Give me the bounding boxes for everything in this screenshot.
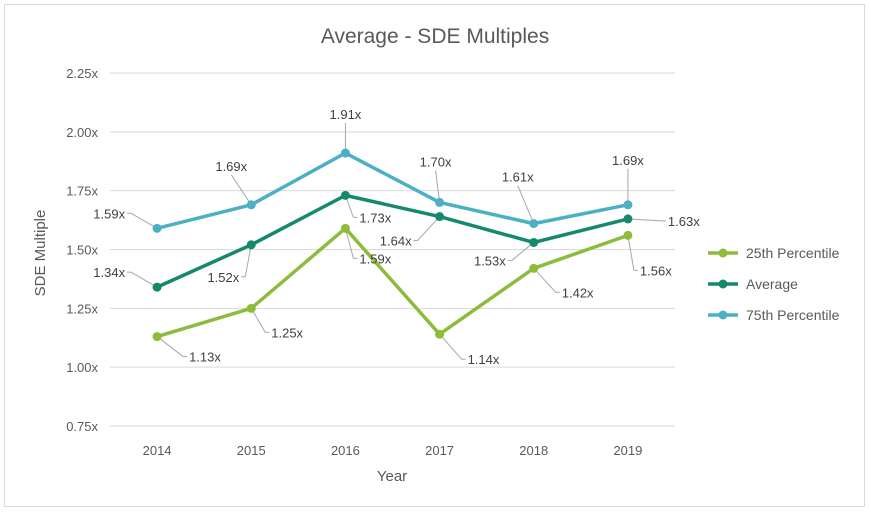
25th-percentile-point [529,263,539,273]
average-point [246,240,256,250]
legend-label-75th-percentile: 75th Percentile [746,307,840,323]
y-tick-label: 2.25x [66,66,98,81]
y-tick-label: 1.75x [66,184,98,199]
average-data-label: 1.52x [207,270,239,285]
x-axis-ticks: 2014 2015 2016 2017 2018 2019 [143,443,643,458]
25th-percentile-leader-line [627,235,635,271]
legend-marker-average [718,279,728,289]
75th-percentile-data-label: 1.69x [215,159,247,174]
legend-label-average: Average [746,276,798,292]
average-point [340,190,350,200]
average-leader-line [627,218,662,222]
y-tick-label: 1.25x [66,301,98,316]
average-leader-line [417,216,440,241]
25th-percentile-data-label: 1.14x [468,352,500,367]
line-chart: 0.75x 1.00x 1.25x 1.50x 1.75x 2.00x 2.25x 2014… [32,25,840,485]
average-point [623,214,633,224]
x-tick-label: 2019 [613,443,642,458]
75th-percentile-point [435,197,445,207]
y-tick-label: 0.75x [66,419,98,434]
75th-percentile-data-label: 1.61x [502,170,534,185]
series-lines [155,151,630,339]
25th-percentile-point [623,230,633,240]
25th-percentile-data-label: 1.42x [562,285,594,300]
75th-percentile-point [340,148,350,158]
average-data-label: 1.63x [668,214,700,229]
75th-percentile-leader-line [517,185,535,224]
y-tick-label: 1.50x [66,243,98,258]
series-markers [152,148,633,342]
25th-percentile-point [340,223,350,233]
average-point [435,212,445,222]
25th-percentile-data-label: 1.25x [271,325,303,340]
chart-frame: 0.75x 1.00x 1.25x 1.50x 1.75x 2.00x 2.25x 2014… [4,4,865,507]
75th-percentile-leader-line [230,174,252,206]
75th-percentile-point [623,200,633,210]
25th-percentile-data-label: 1.13x [189,350,221,365]
x-tick-label: 2017 [425,443,454,458]
chart-title: Average - SDE Multiples [321,25,549,48]
75th-percentile-data-label: 1.69x [612,153,644,168]
average-data-label: 1.64x [380,234,412,249]
average-leader-line [511,242,535,261]
25th-percentile-point [246,303,256,313]
25th-percentile-leader-line [344,228,354,259]
25th-percentile-line [155,226,630,339]
legend-marker-75th-percentile [718,310,728,320]
75th-percentile-data-label: 1.91x [330,107,362,122]
average-data-label: 1.34x [93,265,125,280]
x-tick-label: 2018 [519,443,548,458]
data-labels: 1.13x 1.25x 1.59x 1.14x 1.42x 1.56x 1.34x 1.52x… [93,107,700,367]
average-leader-line [130,271,158,288]
y-tick-label: 1.00x [66,360,98,375]
25th-percentile-point [152,332,162,342]
25th-percentile-leader-line [250,308,266,333]
25th-percentile-leader-line [533,267,557,293]
y-axis-ticks: 0.75x 1.00x 1.25x 1.50x 1.75x 2.00x 2.25x [66,66,98,434]
legend-label-25th-percentile: 25th Percentile [746,245,840,261]
75th-percentile-leader-line [435,170,441,203]
data-label-leader-lines [127,123,666,360]
average-data-label: 1.73x [359,210,391,225]
average-leader-line [244,244,252,277]
25th-percentile-leader-line [439,333,462,360]
25th-percentile-data-label: 1.56x [640,263,672,278]
75th-percentile-point [529,219,539,229]
x-axis-title: Year [377,468,407,485]
average-point [529,237,539,247]
x-tick-label: 2015 [237,443,266,458]
average-data-label: 1.53x [474,253,506,268]
75th-percentile-data-label: 1.70x [420,154,452,169]
75th-percentile-line [155,151,630,231]
25th-percentile-point [435,329,445,339]
25th-percentile-leader-line [156,336,184,357]
75th-percentile-data-label: 1.59x [93,206,125,221]
75th-percentile-point [246,200,256,210]
legend: 25th Percentile Average 75th Percentile [708,245,840,323]
legend-marker-25th-percentile [718,248,728,258]
average-line [155,193,630,289]
average-point [152,282,162,292]
x-tick-label: 2016 [331,443,360,458]
y-axis-title: SDE Multiple [32,210,49,297]
y-tick-label: 2.00x [66,125,98,140]
x-tick-label: 2014 [143,443,172,458]
25th-percentile-data-label: 1.59x [359,251,391,266]
75th-percentile-point [152,223,162,233]
gridlines [110,72,675,427]
75th-percentile-leader-line [130,212,158,229]
